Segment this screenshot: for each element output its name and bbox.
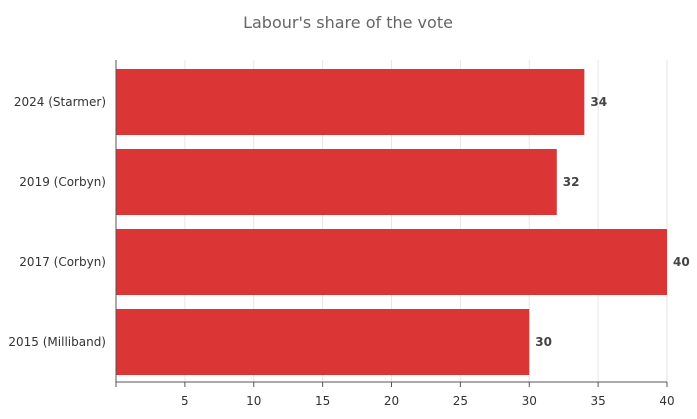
x-tick-label-20: 20	[384, 394, 399, 408]
x-tick-label-10: 10	[246, 394, 261, 408]
axis-layer: 5 10 15 20 25 30 35 40 2024 (Starmer) 2019 (Corby…	[8, 60, 675, 408]
x-tick-label-15: 15	[315, 394, 330, 408]
value-label-3: 30	[535, 335, 552, 349]
x-tick-label-5: 5	[181, 394, 189, 408]
bar-0	[116, 69, 585, 135]
value-label-0: 34	[590, 95, 607, 109]
x-tick-label-30: 30	[522, 394, 537, 408]
x-tick-label-25: 25	[453, 394, 468, 408]
bar-2	[116, 229, 667, 295]
bar-layer: 34 32 40 30	[116, 69, 690, 375]
category-label-0: 2024 (Starmer)	[14, 95, 106, 109]
category-label-1: 2019 (Corbyn)	[19, 175, 106, 189]
chart-title: Labour's share of the vote	[243, 13, 453, 32]
value-label-1: 32	[563, 175, 580, 189]
category-label-2: 2017 (Corbyn)	[19, 255, 106, 269]
bar-3	[116, 309, 530, 375]
bar-1	[116, 149, 557, 215]
value-label-2: 40	[673, 255, 690, 269]
x-tick-label-35: 35	[590, 394, 605, 408]
x-tick-label-40: 40	[659, 394, 674, 408]
category-label-3: 2015 (Milliband)	[8, 335, 106, 349]
